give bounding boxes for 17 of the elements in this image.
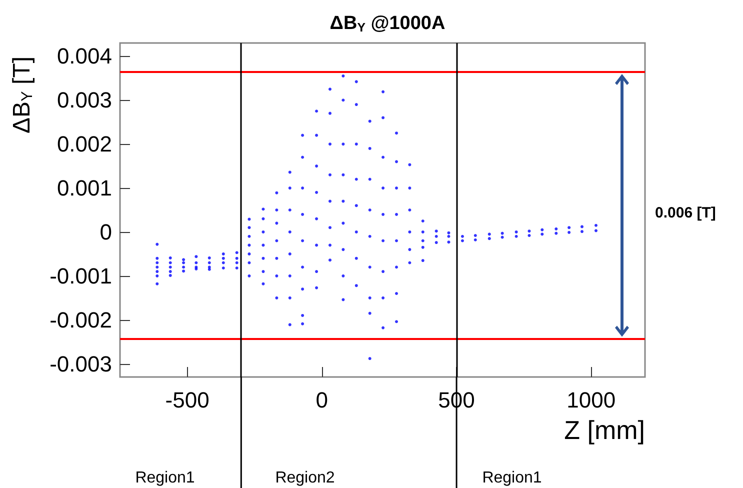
x-tick-label: 0 xyxy=(316,388,328,412)
y-axis-title: ΔBY [T] xyxy=(8,56,36,134)
y-tick-label: 0.002 xyxy=(56,132,112,157)
x-tick-label: 1000 xyxy=(566,388,616,412)
text: Region1 xyxy=(482,470,542,486)
y-tick-label: -0.001 xyxy=(50,263,112,288)
y-tick-label: 0 xyxy=(100,219,112,244)
text: 0.006 [T] xyxy=(655,204,716,222)
text: Region2 xyxy=(275,470,335,486)
y-tick-label: -0.002 xyxy=(50,307,112,332)
y-tick-label: 0.003 xyxy=(56,88,112,113)
x-axis-title: Z [mm] xyxy=(564,415,645,445)
y-tick-label: 0.001 xyxy=(56,176,112,201)
y-tick-label: -0.003 xyxy=(50,351,112,376)
y-tick-label: 0.004 xyxy=(56,44,112,69)
text: Region1 xyxy=(135,470,195,486)
x-tick-label: -500 xyxy=(165,388,210,412)
